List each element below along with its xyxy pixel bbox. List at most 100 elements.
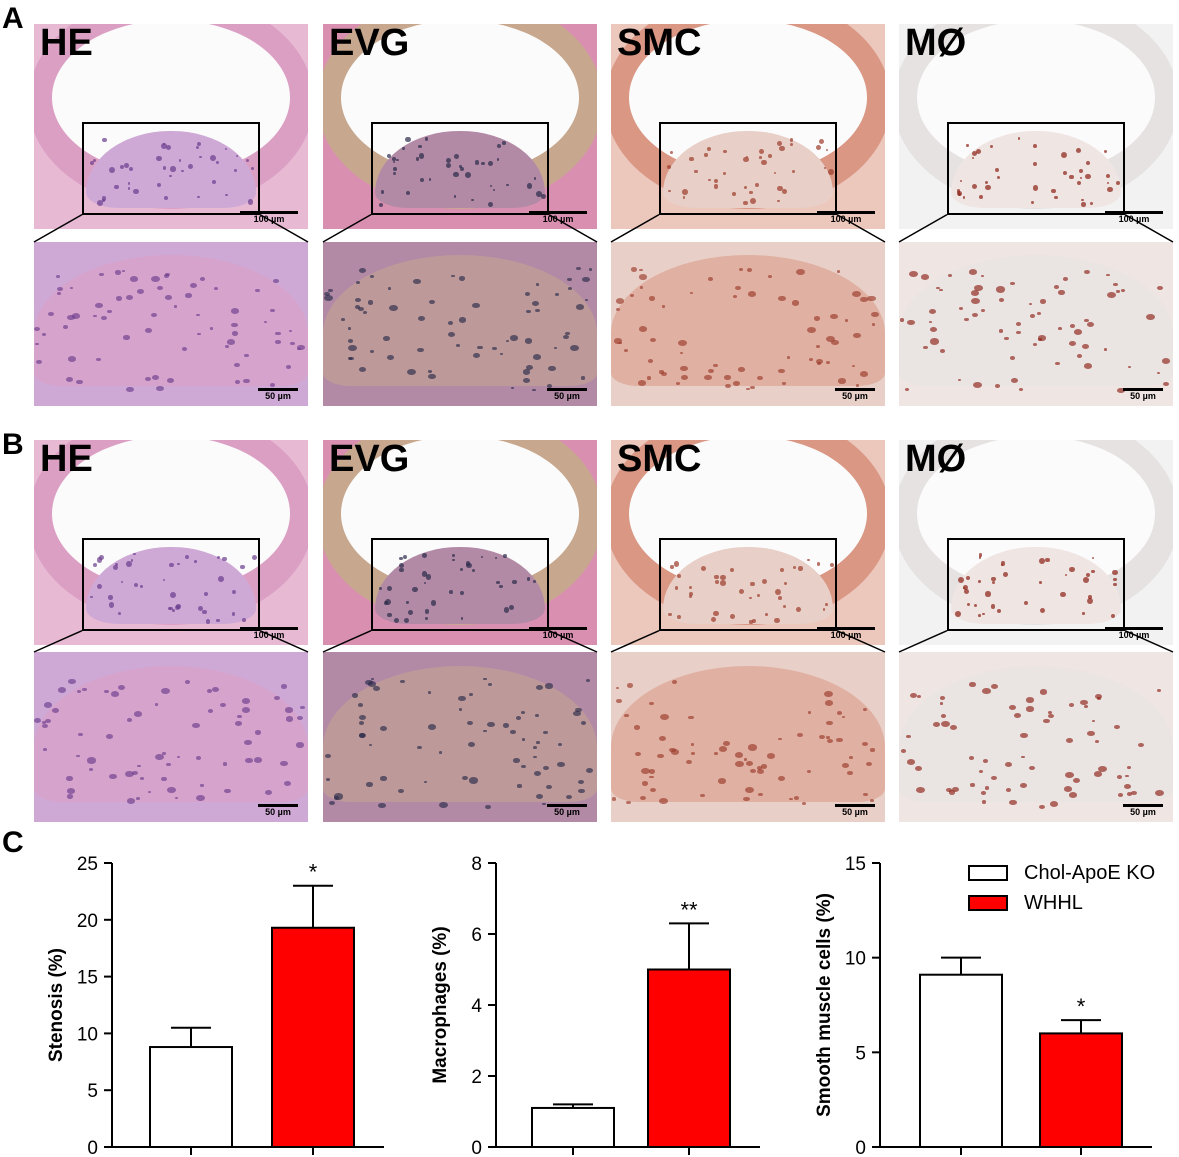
cell-speck	[1068, 341, 1076, 347]
cell-speck	[1039, 557, 1045, 564]
cell-speck	[487, 683, 492, 687]
cell-speck	[1010, 378, 1019, 384]
cell-speck	[402, 555, 407, 559]
cell-speck	[161, 777, 167, 781]
y-tick-label: 0	[471, 1138, 482, 1157]
cell-speck	[1055, 361, 1061, 365]
cell-speck	[998, 329, 1004, 333]
cell-speck	[759, 156, 762, 160]
cell-speck	[828, 169, 835, 175]
cell-speck	[505, 183, 509, 187]
cell-speck	[848, 755, 853, 759]
cell-speck	[234, 380, 241, 385]
cell-speck	[1079, 168, 1084, 173]
cell-speck	[788, 797, 793, 801]
cell-speck	[430, 600, 437, 606]
cell-speck	[116, 296, 123, 301]
cell-speck	[120, 165, 125, 170]
micrograph-overview: EVG 100 µm	[323, 24, 597, 229]
cell-speck	[671, 679, 678, 684]
scale-bar: 50 µm	[835, 804, 875, 818]
cell-speck	[807, 711, 812, 714]
cell-speck	[862, 708, 868, 712]
cell-speck	[460, 617, 464, 621]
zoom-guide-left	[610, 213, 660, 243]
cell-speck	[1058, 327, 1062, 330]
y-tick-label: 2	[471, 1067, 482, 1088]
cell-speck	[536, 190, 543, 197]
cell-speck	[957, 192, 962, 197]
cell-speck	[405, 136, 411, 143]
zoom-guide-right	[548, 213, 598, 243]
cell-speck	[154, 703, 159, 706]
cell-speck	[981, 800, 987, 804]
cell-speck	[816, 144, 821, 150]
cell-speck	[102, 138, 107, 143]
cell-speck	[640, 795, 647, 801]
chart-legend: Chol-ApoE KO WHHL	[968, 858, 1155, 918]
cell-speck	[200, 784, 204, 787]
cell-speck	[670, 151, 674, 155]
cell-speck	[417, 347, 424, 353]
cell-speck	[289, 329, 293, 333]
cell-speck	[1038, 337, 1042, 341]
cell-speck	[517, 784, 522, 788]
cell-speck	[387, 612, 392, 618]
bar-chol-apoe-ko	[919, 973, 1003, 1148]
cell-speck	[247, 199, 254, 205]
cell-speck	[914, 765, 923, 771]
cell-speck	[826, 736, 830, 739]
significance-marker: *	[309, 860, 318, 885]
cell-speck	[115, 562, 119, 567]
cell-speck	[156, 155, 162, 162]
scale-bar-line	[258, 804, 298, 808]
cell-speck	[415, 157, 420, 161]
cell-speck	[723, 150, 727, 154]
cell-speck	[783, 581, 787, 585]
cell-speck	[1028, 766, 1036, 771]
cell-speck	[818, 139, 825, 145]
cell-speck	[948, 273, 953, 277]
y-tick-label: 8	[471, 854, 482, 875]
cell-speck	[836, 711, 842, 715]
cell-speck	[996, 608, 1002, 614]
cell-speck	[120, 580, 123, 583]
cell-speck	[354, 304, 361, 309]
scale-bar: 100 µm	[240, 211, 298, 225]
micrograph-zoom: 50 µm	[34, 242, 308, 406]
cell-speck	[95, 303, 103, 309]
cell-speck	[971, 298, 980, 305]
cell-speck	[274, 696, 280, 701]
cell-speck	[399, 563, 405, 569]
cell-speck	[761, 159, 767, 166]
cell-speck	[1006, 787, 1012, 792]
cell-speck	[129, 166, 134, 171]
cell-speck	[673, 561, 680, 567]
micrograph-zoom: 50 µm	[34, 652, 308, 822]
cell-speck	[1054, 195, 1058, 200]
cell-speck	[1009, 356, 1016, 360]
cell-speck	[1065, 772, 1074, 778]
cell-speck	[1033, 143, 1038, 148]
zoom-guide-right	[836, 213, 886, 243]
cell-speck	[359, 733, 367, 739]
cell-speck	[180, 169, 184, 173]
cell-speck	[694, 169, 698, 174]
zoom-tissue	[34, 255, 308, 387]
cell-speck	[45, 718, 52, 724]
scale-bar-line	[835, 804, 875, 808]
cell-speck	[526, 364, 534, 370]
scale-bar-line	[529, 211, 587, 215]
cell-speck	[412, 586, 419, 593]
cell-speck	[1030, 200, 1035, 205]
cell-speck	[768, 153, 772, 158]
cell-speck	[974, 604, 978, 608]
zoom-guide-lines	[33, 629, 309, 653]
cell-speck	[521, 738, 526, 741]
scale-bar-line	[240, 211, 298, 215]
cell-speck	[512, 579, 517, 584]
cell-speck	[733, 380, 741, 386]
scale-bar-line	[835, 388, 875, 392]
cell-speck	[139, 584, 143, 588]
cell-speck	[1009, 800, 1017, 806]
